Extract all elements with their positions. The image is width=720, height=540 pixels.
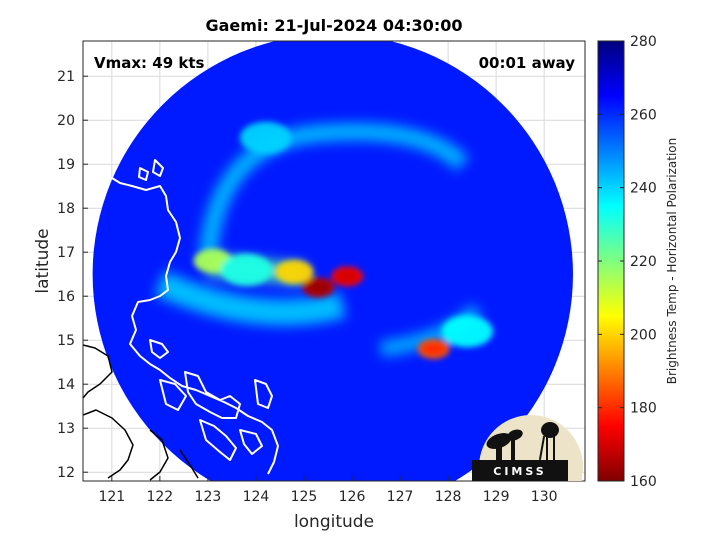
x-tick-label: 125 (291, 489, 318, 505)
colorbar-gradient (597, 40, 625, 482)
colorbar-tick-label: 280 (630, 34, 657, 50)
chart-title: Gaemi: 21-Jul-2024 04:30:00 (206, 16, 463, 35)
y-tick-label: 14 (57, 377, 75, 393)
colorbar-ticks: 160 180 200 220 240 260 280 (598, 34, 657, 490)
cimss-logo-text: CIMSS (493, 465, 546, 478)
convective-core-inner (335, 270, 360, 283)
convective-cores (193, 121, 493, 359)
convective-core (220, 253, 272, 286)
cimss-logo: CIMSS (472, 415, 583, 481)
y-tick-label: 15 (57, 333, 75, 349)
convective-core (275, 260, 314, 284)
y-tick-label: 12 (57, 465, 75, 481)
coastline (83, 159, 279, 481)
x-axis-label: longitude (294, 512, 374, 532)
x-tick-label: 122 (146, 489, 173, 505)
colorbar-tick-label: 180 (630, 401, 657, 417)
y-tick-label: 13 (57, 421, 75, 437)
x-tick-label: 123 (195, 489, 222, 505)
colorbar-tick-label: 160 (630, 474, 657, 490)
x-axis: 121 122 123 124 125 126 127 128 129 130 (98, 476, 558, 505)
colorbar-tick-label: 200 (630, 327, 657, 343)
convective-core-inner (306, 281, 331, 294)
y-tick-label: 18 (57, 201, 75, 217)
x-tick-label: 124 (243, 489, 270, 505)
convective-core (239, 121, 292, 154)
colorbar-label: Brightness Temp - Horizontal Polarizatio… (665, 138, 679, 385)
y-axis-label: latitude (33, 228, 53, 293)
time-offset-label: 00:01 away (479, 54, 576, 72)
water-tower-icon (538, 422, 559, 460)
convective-core-inner (421, 343, 446, 355)
satellite-dish-icon (486, 429, 523, 461)
x-tick-label: 128 (435, 489, 462, 505)
colorbar-tick-label: 260 (630, 107, 657, 123)
colorbar-tick-label: 240 (630, 181, 657, 197)
colorbar-tick-label: 220 (630, 254, 657, 270)
x-tick-label: 127 (387, 489, 414, 505)
y-tick-label: 20 (57, 113, 75, 129)
y-tick-label: 16 (57, 289, 75, 305)
x-tick-label: 129 (483, 489, 510, 505)
plot-frame (82, 40, 586, 482)
colorbar: 160 180 200 220 240 260 280 Brightness Temp - … (597, 34, 679, 490)
y-tick-label: 17 (57, 245, 75, 261)
y-tick-label: 19 (57, 157, 75, 173)
y-axis: 12 13 14 15 16 17 18 19 20 21 (57, 69, 88, 481)
vmax-label: Vmax: 49 kts (94, 54, 204, 72)
x-tick-label: 121 (98, 489, 125, 505)
y-tick-label: 21 (57, 69, 75, 85)
x-tick-label: 126 (339, 489, 366, 505)
convective-core (441, 315, 493, 348)
x-tick-label: 130 (531, 489, 558, 505)
